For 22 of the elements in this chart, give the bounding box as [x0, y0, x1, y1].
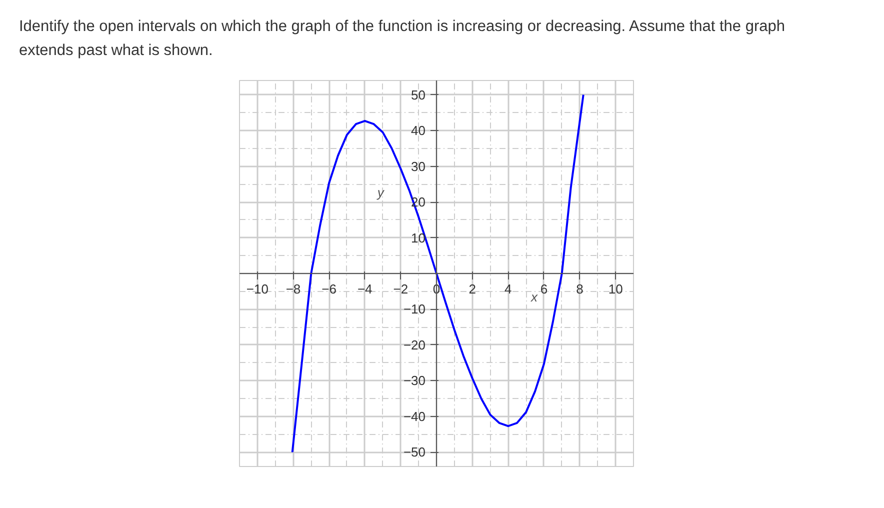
y-tick-label: 40: [411, 123, 426, 138]
x-tick-label: −6: [322, 282, 336, 296]
y-tick-label: 10: [411, 230, 426, 246]
y-tick-label: 30: [411, 158, 426, 174]
x-tick-label: −2: [393, 282, 408, 296]
y-tick-label: −30: [403, 373, 426, 388]
x-tick-label: 10: [608, 282, 623, 296]
x-tick-label: 2: [468, 282, 476, 296]
y-tick-label: −10: [403, 302, 426, 317]
y-tick-label: −20: [403, 337, 426, 352]
x-axis-title: x: [530, 289, 538, 304]
y-tick-label: 50: [411, 87, 426, 102]
chart-title: Identify the open intervals on which the graph of the function is increasing or decreasing. Assume that the graph extends past what is shown.: [19, 17, 786, 61]
x-tick-label: 8: [576, 282, 584, 296]
x-tick-label: −4: [357, 282, 372, 296]
y-tick-label: −40: [403, 408, 426, 424]
x-tick-label: 4: [504, 282, 512, 296]
y-tick-label: −50: [403, 444, 426, 460]
y-axis-title: y: [376, 185, 386, 200]
x-tick-label: −10: [246, 282, 268, 296]
x-tick-label: 6: [540, 282, 548, 296]
x-tick-label: −8: [286, 282, 301, 296]
